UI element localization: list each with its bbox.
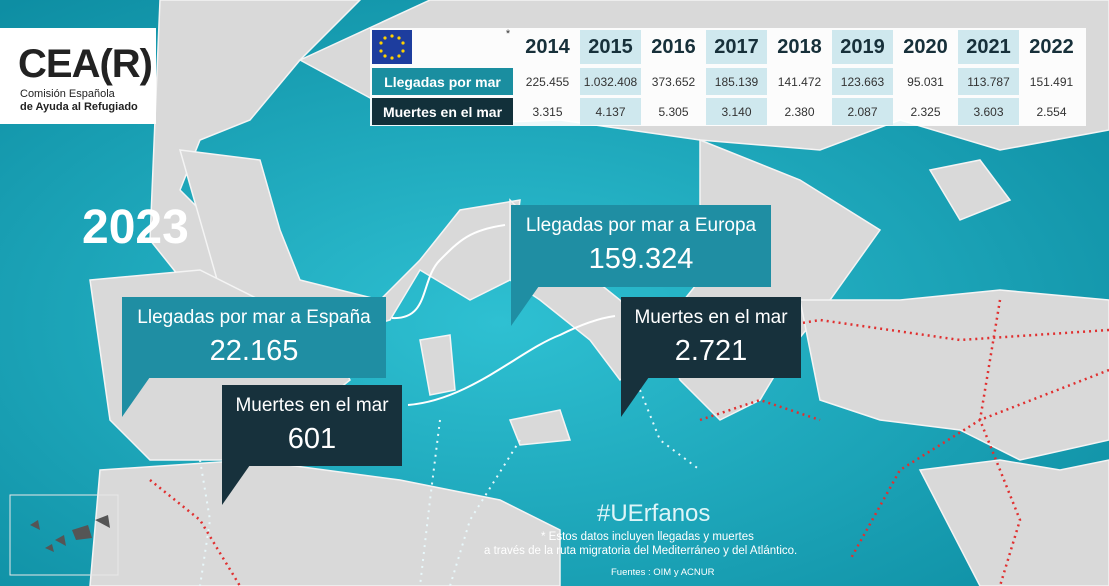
table-cell: 2.087 xyxy=(832,98,893,125)
callout-tail xyxy=(511,286,539,326)
table-cell: 3.140 xyxy=(706,98,767,125)
logo-mark: CEA(R) xyxy=(18,42,153,86)
year-header: 2015 xyxy=(580,30,641,64)
callout-tail xyxy=(222,465,250,505)
data-table: * 2014 2015 2016 2017 2018 2019 2020 2021 2022 Ll… xyxy=(370,28,1086,126)
table-cell: 95.031 xyxy=(907,74,944,89)
callout: Muertes en el mar 601 xyxy=(222,385,402,466)
table-cell: 1.032.408 xyxy=(580,68,641,95)
logo-line: de Ayuda al Refugiado xyxy=(20,101,138,113)
year-header: 2014 xyxy=(525,35,570,58)
callout: Llegadas por mar a España 22.165 xyxy=(122,297,386,378)
table-cell: 3.315 xyxy=(532,104,563,119)
year-header: 2021 xyxy=(958,30,1019,64)
callout: Llegadas por mar a Europa 159.324 xyxy=(511,205,771,287)
callout-title: Muertes en el mar xyxy=(634,307,788,328)
callout-tail xyxy=(122,377,150,417)
table-cell: 2.325 xyxy=(910,104,941,119)
row-label: Muertes en el mar xyxy=(372,98,513,125)
callout-title: Llegadas por mar a España xyxy=(137,307,371,328)
logo-line: Comisión Española xyxy=(20,88,115,100)
row-label: Llegadas por mar xyxy=(372,68,513,95)
note-line: a través de la ruta migratoria del Medit… xyxy=(484,545,798,557)
eu-flag xyxy=(372,30,412,64)
callout-tail xyxy=(621,377,649,417)
callout-title: Llegadas por mar a Europa xyxy=(525,215,757,236)
year-header: 2017 xyxy=(706,30,767,64)
year-header: 2019 xyxy=(832,30,893,64)
callout-value: 2.721 xyxy=(674,335,748,367)
year-header: 2016 xyxy=(651,35,696,58)
sources: Fuentes : OIM y ACNUR xyxy=(611,567,715,578)
table-cell: 113.787 xyxy=(958,68,1019,95)
table-cell: 225.455 xyxy=(525,74,570,89)
asterisk: * xyxy=(505,28,511,40)
callout-value: 601 xyxy=(287,423,337,455)
table-cell: 5.305 xyxy=(658,104,689,119)
table-cell: 373.652 xyxy=(651,74,696,89)
callout-title: Muertes en el mar xyxy=(235,395,389,416)
year-header: 2022 xyxy=(1029,35,1074,58)
table-cell: 3.603 xyxy=(958,98,1019,125)
callout: Muertes en el mar 2.721 xyxy=(621,297,801,378)
year-header: 2018 xyxy=(777,35,822,58)
table-cell: 141.472 xyxy=(777,74,822,89)
year-heading: 2023 xyxy=(82,201,189,254)
callout-value: 22.165 xyxy=(209,335,299,367)
hashtag: #UErfanos xyxy=(597,500,711,527)
table-cell: 2.554 xyxy=(1036,104,1067,119)
table-cell: 4.137 xyxy=(580,98,641,125)
callout-value: 159.324 xyxy=(588,243,694,275)
table-cell: 123.663 xyxy=(832,68,893,95)
logo: CEA(R) Comisión Española de Ayuda al Ref… xyxy=(0,28,156,124)
table-cell: 2.380 xyxy=(784,104,815,119)
table-cell: 151.491 xyxy=(1029,74,1074,89)
year-header: 2020 xyxy=(903,35,948,58)
note-line: * Estos datos incluyen llegadas y muerte… xyxy=(541,531,754,543)
table-cell: 185.139 xyxy=(706,68,767,95)
